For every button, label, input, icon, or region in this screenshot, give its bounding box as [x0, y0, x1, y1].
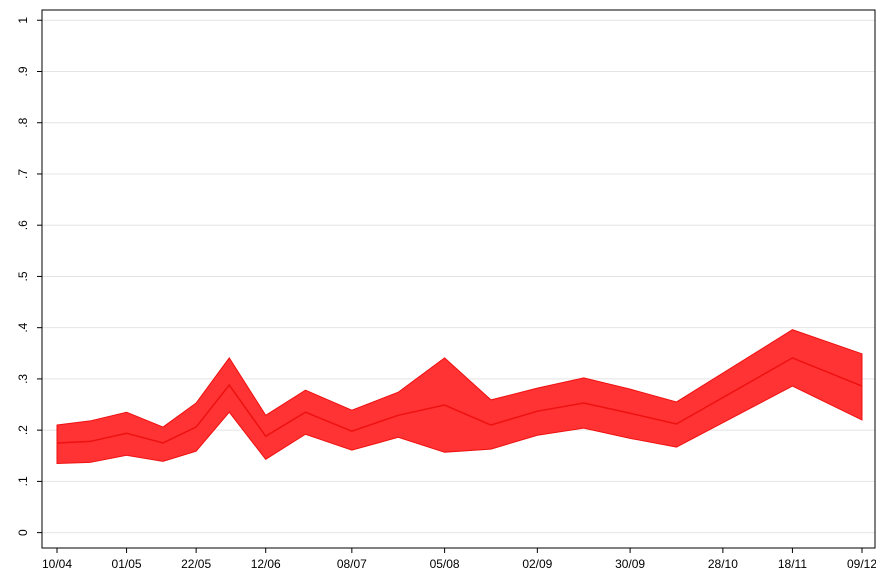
y-tick-label: .6	[16, 220, 30, 230]
confidence-band	[56, 329, 863, 464]
y-tick-label: .1	[16, 476, 30, 486]
plot-frame	[41, 9, 876, 549]
y-tick-label: 0	[16, 529, 30, 536]
x-tick-label: 09/12	[847, 557, 876, 571]
y-tick-label: .7	[16, 169, 30, 179]
x-tick-label: 10/04	[42, 557, 72, 571]
x-tick-label: 08/07	[337, 557, 367, 571]
y-tick-label: .8	[16, 117, 30, 127]
x-tick-label: 28/10	[708, 557, 738, 571]
x-tick-label: 12/06	[251, 557, 281, 571]
line	[56, 357, 863, 444]
x-tick-label: 05/08	[430, 557, 460, 571]
y-tick-label: 1	[16, 17, 30, 24]
x-tick-label: 02/09	[522, 557, 552, 571]
x-tick-label: 30/09	[615, 557, 645, 571]
y-tick-label: .2	[16, 425, 30, 435]
x-tick-label: 18/11	[778, 557, 807, 571]
y-tick-label: .4	[16, 322, 30, 332]
x-tick-label: 01/05	[112, 557, 142, 571]
x-tick-label: 22/05	[181, 557, 211, 571]
y-tick-label: .3	[16, 374, 30, 384]
y-tick-label: .5	[16, 271, 30, 281]
y-tick-label: .9	[16, 66, 30, 76]
